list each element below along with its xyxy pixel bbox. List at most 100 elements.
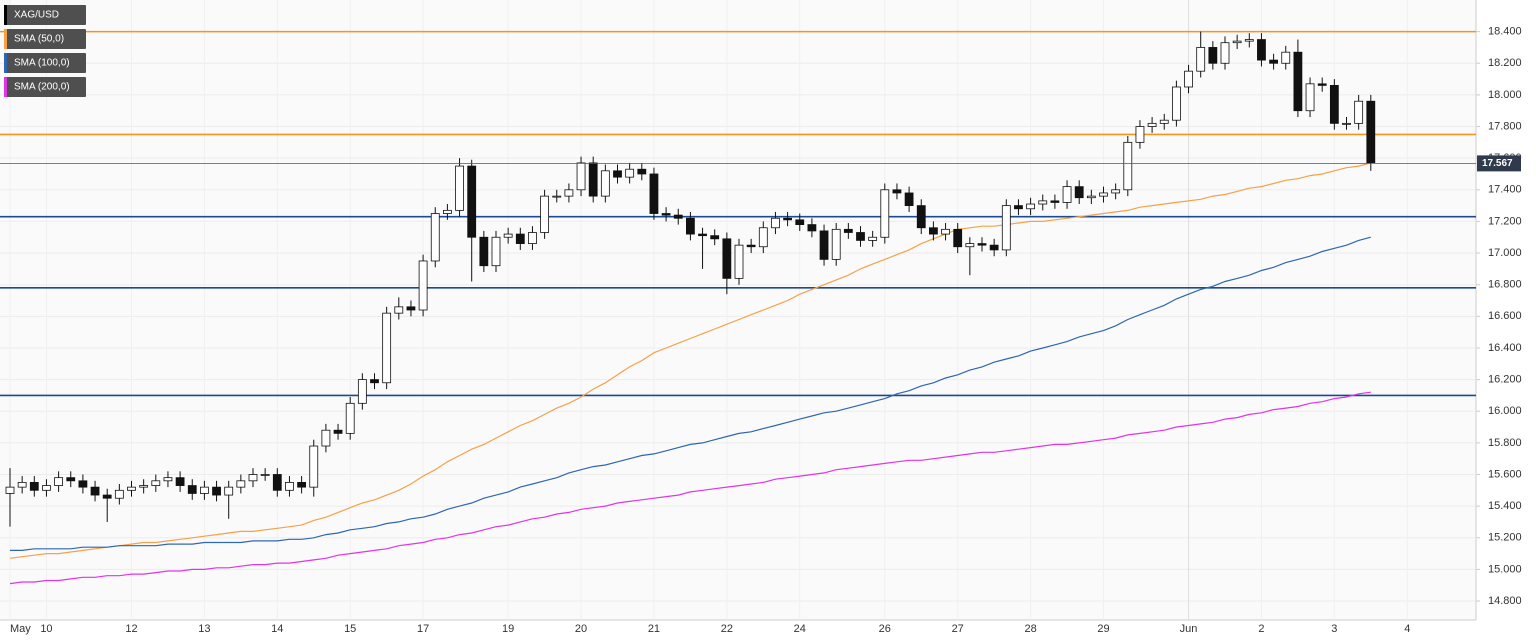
y-tick-label: 15.000 bbox=[1488, 563, 1522, 575]
candle-body bbox=[1269, 59, 1278, 64]
candle-body bbox=[382, 312, 392, 384]
candle-body bbox=[151, 480, 161, 486]
candle-body bbox=[102, 494, 112, 499]
candle-body bbox=[1172, 86, 1181, 121]
x-tick-label: 27 bbox=[952, 623, 964, 635]
x-tick-label: 13 bbox=[198, 623, 210, 635]
candle-body bbox=[1244, 39, 1254, 42]
candle-body bbox=[1305, 83, 1315, 112]
plot-background bbox=[0, 0, 1476, 620]
candle-body bbox=[916, 205, 926, 229]
y-tick-label: 18.400 bbox=[1488, 26, 1522, 38]
candle-body bbox=[977, 243, 987, 246]
candle-body bbox=[297, 481, 307, 488]
candle-body bbox=[212, 486, 221, 496]
candle-body bbox=[5, 486, 15, 494]
candle-body bbox=[309, 445, 319, 488]
candle-body bbox=[734, 244, 744, 279]
candle-body bbox=[1220, 42, 1230, 64]
candle-body bbox=[357, 379, 367, 404]
candle-body bbox=[1208, 47, 1218, 64]
candle-body bbox=[236, 480, 246, 488]
candle-body bbox=[1074, 186, 1084, 199]
y-tick-label: 14.800 bbox=[1488, 595, 1522, 607]
candle-body bbox=[90, 486, 100, 496]
candle-body bbox=[795, 219, 805, 225]
y-tick-label: 16.200 bbox=[1488, 373, 1522, 385]
candle-body bbox=[1232, 40, 1242, 44]
candle-body bbox=[771, 217, 780, 229]
x-tick-label: 17 bbox=[417, 623, 429, 635]
candle-body bbox=[442, 209, 452, 214]
candle-body bbox=[540, 195, 549, 233]
x-tick-label: May bbox=[10, 623, 31, 635]
candle-body bbox=[941, 228, 950, 235]
candle-body bbox=[1135, 126, 1145, 143]
x-tick-label: 3 bbox=[1331, 623, 1337, 635]
candle-body bbox=[455, 165, 464, 211]
candle-body bbox=[904, 192, 914, 207]
candle-body bbox=[187, 485, 197, 494]
candle-body bbox=[345, 402, 355, 434]
candle-body bbox=[831, 228, 841, 260]
candle-body bbox=[758, 227, 768, 248]
y-tick-label: 17.800 bbox=[1488, 120, 1522, 132]
candle-body bbox=[139, 485, 149, 488]
candle-body bbox=[1257, 39, 1266, 61]
candle-body bbox=[673, 214, 683, 219]
candle-body bbox=[1026, 203, 1035, 210]
candle-body bbox=[1354, 100, 1364, 124]
candle-body bbox=[248, 474, 258, 482]
candle-body bbox=[552, 195, 562, 198]
x-tick-label: 28 bbox=[1024, 623, 1036, 635]
candle-body bbox=[613, 170, 622, 178]
y-tick-label: 18.200 bbox=[1488, 57, 1522, 69]
legend-swatch bbox=[4, 5, 7, 25]
candle-body bbox=[479, 236, 489, 267]
candle-body bbox=[710, 235, 720, 240]
candle-body bbox=[929, 227, 938, 235]
candle-body bbox=[1123, 141, 1133, 191]
candle-body bbox=[686, 217, 695, 235]
legend-box bbox=[4, 29, 86, 49]
candle-body bbox=[1086, 195, 1096, 199]
legend-label: SMA (100,0) bbox=[14, 58, 70, 69]
x-tick-label: 10 bbox=[40, 623, 52, 635]
candle-body bbox=[54, 477, 63, 486]
candle-body bbox=[1050, 200, 1060, 203]
candle-body bbox=[42, 485, 51, 491]
candle-body bbox=[868, 236, 878, 241]
candle-body bbox=[272, 474, 282, 491]
sma-line bbox=[9, 391, 1371, 585]
candle-body bbox=[953, 228, 963, 248]
candle-body bbox=[588, 162, 598, 197]
candle-body bbox=[491, 236, 501, 267]
candle-body bbox=[783, 217, 792, 221]
candle-body bbox=[127, 486, 136, 491]
candle-body bbox=[1014, 205, 1023, 210]
candle-body bbox=[503, 233, 513, 238]
y-tick-label: 15.800 bbox=[1488, 437, 1522, 449]
candle-body bbox=[163, 477, 173, 482]
candle-body bbox=[418, 260, 428, 311]
candle-body bbox=[1159, 119, 1169, 124]
x-tick-label: 26 bbox=[879, 623, 891, 635]
sma-line bbox=[9, 162, 1371, 559]
candle-body bbox=[1147, 122, 1157, 127]
candle-body bbox=[285, 481, 294, 491]
candle-body bbox=[698, 233, 707, 237]
x-tick-label: 20 bbox=[575, 623, 587, 635]
candle-body bbox=[333, 429, 343, 434]
y-tick-label: 16.600 bbox=[1488, 310, 1522, 322]
candle-body bbox=[406, 306, 416, 311]
candle-body bbox=[66, 477, 76, 482]
candle-body bbox=[114, 489, 124, 499]
candle-body bbox=[625, 168, 635, 178]
candle-body bbox=[880, 189, 890, 238]
candle-body bbox=[515, 233, 525, 244]
candle-body bbox=[29, 481, 39, 491]
x-tick-label: 2 bbox=[1258, 623, 1264, 635]
legend-box bbox=[4, 53, 86, 73]
candle-body bbox=[321, 429, 331, 447]
